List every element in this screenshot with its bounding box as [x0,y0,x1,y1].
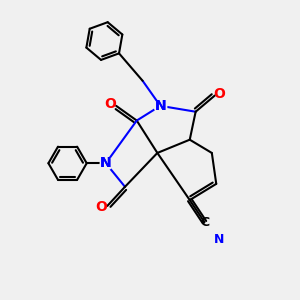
Text: O: O [95,200,107,214]
Text: O: O [213,87,225,101]
Text: N: N [214,233,224,246]
Text: N: N [100,156,112,170]
Text: O: O [104,98,116,111]
Text: N: N [100,156,112,170]
Text: N: N [154,99,166,113]
Text: N: N [154,99,166,113]
Text: C: C [200,216,209,229]
